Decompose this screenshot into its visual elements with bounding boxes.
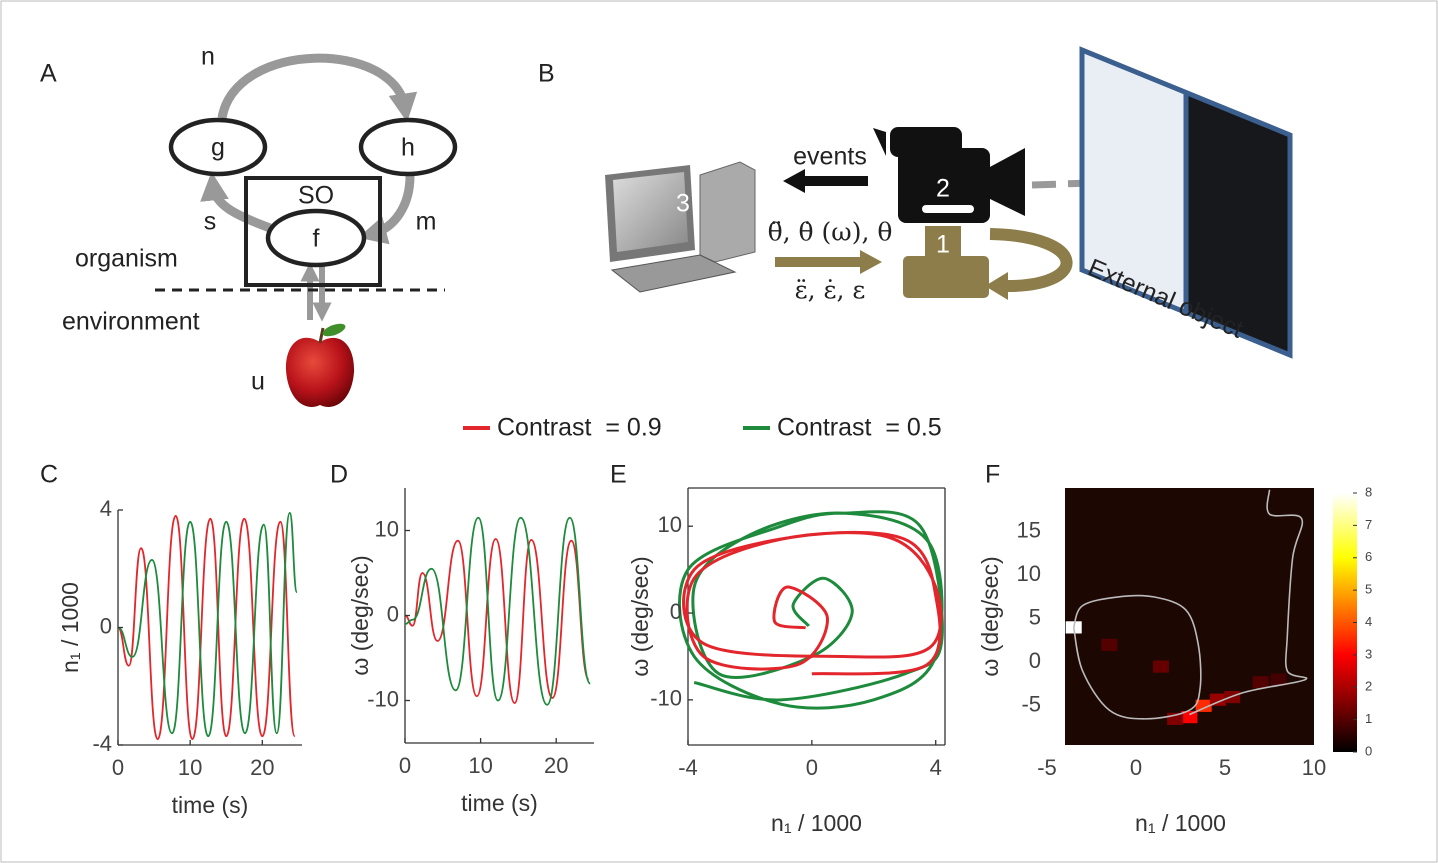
node-label: f (313, 225, 320, 253)
camera (873, 128, 886, 156)
x-tick-label: 0 (112, 755, 124, 780)
arrowhead (860, 250, 882, 274)
y-axis-label: ω (deg/sec) (977, 556, 1003, 676)
colorbar-tick-label: 1 (1365, 711, 1372, 726)
y-axis-label: ω (deg/sec) (347, 555, 373, 675)
x-tick-label: 0 (399, 753, 411, 778)
colorbar-tick-label: 7 (1365, 517, 1372, 532)
x-tick-label: 20 (544, 753, 568, 778)
x-axis-label: time (s) (461, 790, 538, 816)
series-line (118, 513, 297, 736)
y-axis-label: ω (deg/sec) (627, 556, 653, 676)
y-axis-label: n₁ / 1000 (57, 582, 83, 673)
edge-label: n (201, 43, 215, 71)
arrow (213, 186, 270, 228)
series-line (679, 512, 942, 708)
x-tick-label: -4 (678, 755, 698, 780)
x-tick-label: 4 (930, 755, 942, 780)
panel-label: C (40, 461, 58, 489)
camera-mark (922, 205, 974, 213)
part-label: 3 (676, 190, 690, 218)
heatmap-cell (1253, 676, 1269, 688)
y-tick-label: 10 (658, 512, 682, 537)
x-tick-label: 0 (1130, 755, 1142, 780)
x-tick-label: 10 (1302, 755, 1326, 780)
colorbar-tick-label: 6 (1365, 549, 1372, 564)
y-tick-label: 15 (1017, 517, 1041, 542)
events-label: events (793, 143, 867, 171)
heatmap-cell (1101, 639, 1117, 651)
panel-label: A (40, 60, 57, 88)
x-tick-label: 5 (1219, 755, 1231, 780)
camera-lens (988, 148, 1025, 216)
apple (286, 338, 354, 407)
x-tick-label: -5 (1037, 755, 1057, 780)
arrow (222, 58, 405, 118)
y-tick-label: -4 (92, 731, 112, 756)
chart: 0 1 2 3 4 5 6 7 8 -5 0 5 10 -5 0 5 10 15 n₁ / 1000 ω (deg/s… (977, 484, 1372, 836)
series-line (118, 516, 295, 739)
diagram-a (155, 58, 455, 407)
legend-label: Contrast = 0.5 (777, 414, 942, 442)
y-tick-label: 10 (1017, 561, 1041, 586)
y-tick-label: 0 (670, 599, 682, 624)
y-tick-label: -10 (367, 686, 399, 711)
colorbar-tick-label: 0 (1365, 743, 1372, 758)
motor-base (903, 256, 989, 298)
x-axis-label: time (s) (172, 792, 249, 818)
y-tick-label: 4 (100, 496, 112, 521)
feedback-label: θ̈, θ̇ (ω), θ (768, 218, 893, 247)
y-tick-label: -5 (1021, 692, 1041, 717)
error-label: ε̈, ε̇, ε (795, 276, 866, 305)
colorbar-tick-label: 8 (1365, 484, 1372, 499)
leaf (321, 321, 347, 339)
chart: 0 10 20 -10 0 10 time (s) ω (deg/sec) (347, 488, 594, 816)
x-tick-label: 20 (250, 755, 274, 780)
stimulus-label: u (251, 368, 265, 396)
y-tick-label: 5 (1029, 604, 1041, 629)
chart: -4 0 4 -10 0 10 n₁ / 1000 ω (deg/sec) (627, 488, 945, 836)
part-label: 1 (936, 231, 950, 259)
y-tick-label: 10 (375, 516, 399, 541)
figure: A B C D E F g h f SO n s m organism envi… (0, 0, 1438, 863)
y-tick-label: 0 (1029, 648, 1041, 673)
node-label: g (211, 134, 225, 162)
x-tick-label: 10 (468, 753, 492, 778)
organism-label: organism (75, 245, 178, 273)
arrow (372, 176, 410, 234)
panel-label: D (330, 461, 348, 489)
colorbar-tick-label: 3 (1365, 646, 1372, 661)
tower (700, 162, 755, 262)
y-tick-label: 0 (387, 601, 399, 626)
legend-label: Contrast = 0.9 (497, 414, 662, 442)
y-tick-label: -10 (650, 686, 682, 711)
edge-label: s (204, 208, 217, 236)
colorbar-tick-label: 4 (1365, 614, 1372, 629)
x-axis-label: n₁ / 1000 (1135, 810, 1226, 836)
box-label: SO (298, 182, 334, 210)
arrowhead (783, 169, 805, 193)
part-label: 2 (936, 175, 950, 203)
x-tick-label: 0 (806, 755, 818, 780)
colorbar-tick-label: 2 (1365, 679, 1372, 694)
panel-label: E (610, 461, 627, 489)
heatmap-cell (1153, 660, 1169, 672)
environment-label: environment (62, 308, 200, 336)
y-tick-label: 0 (100, 613, 112, 638)
series-line (684, 532, 941, 674)
x-tick-label: 10 (178, 755, 202, 780)
panel-label: B (538, 60, 555, 88)
x-axis-label: n₁ / 1000 (771, 810, 862, 836)
node-label: h (401, 134, 415, 162)
panel-label: F (985, 461, 1000, 489)
edge-label: m (416, 208, 437, 236)
colorbar-tick-label: 5 (1365, 582, 1372, 597)
